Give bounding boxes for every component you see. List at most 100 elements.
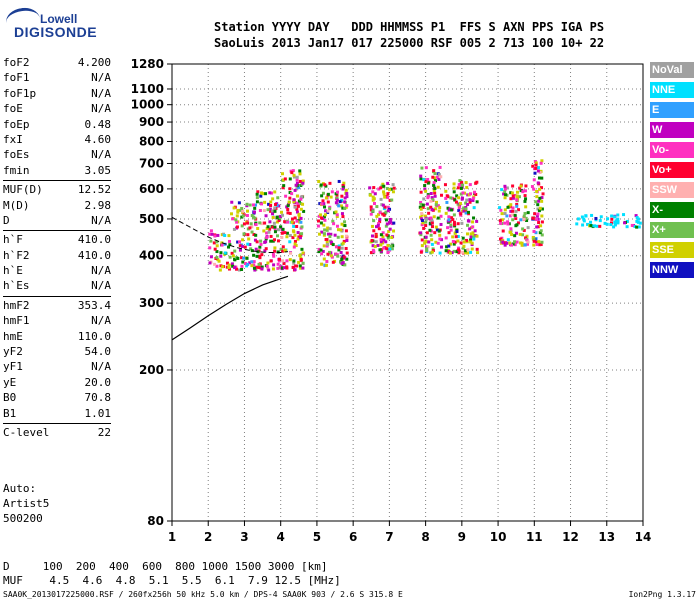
echo-pixel xyxy=(450,208,454,212)
echo-pixel xyxy=(257,266,261,270)
echo-pixel xyxy=(469,235,473,239)
echo-pixel xyxy=(457,206,461,210)
echo-pixel xyxy=(510,191,514,195)
echo-pixel xyxy=(432,183,436,187)
echo-pixel xyxy=(426,196,430,200)
echo-pixel xyxy=(246,262,250,266)
echo-pixel xyxy=(613,215,617,219)
param-row: hmF2 353.4 xyxy=(3,299,111,314)
echo-pixel xyxy=(256,190,260,194)
echo-pixel xyxy=(285,231,289,235)
echo-pixel xyxy=(434,207,438,211)
echo-pixel xyxy=(297,260,301,264)
echo-pixel xyxy=(468,198,472,202)
echo-pixel xyxy=(250,225,254,229)
echo-pixel xyxy=(514,209,518,213)
param-row: foE N/A xyxy=(3,102,111,117)
echo-pixel xyxy=(242,232,246,236)
echo-pixel xyxy=(341,187,345,191)
echo-pixel xyxy=(391,190,395,194)
echo-pixel xyxy=(319,221,323,225)
echo-pixel xyxy=(337,246,341,250)
echo-pixel xyxy=(463,251,467,255)
echo-pixel xyxy=(466,210,470,214)
echo-pixel xyxy=(459,212,463,216)
echo-pixel xyxy=(391,244,395,248)
param-value: 410.0 xyxy=(77,248,111,262)
echo-pixel xyxy=(297,199,301,203)
legend-item-vo: Vo+ xyxy=(650,162,694,178)
echo-pixel xyxy=(369,208,373,212)
echo-pixel xyxy=(523,211,527,215)
echo-pixel xyxy=(326,242,330,246)
echo-pixel xyxy=(292,173,296,177)
echo-pixel xyxy=(457,183,461,187)
echo-pixel xyxy=(250,214,254,218)
echo-pixel xyxy=(432,189,436,193)
echo-pixel xyxy=(384,210,388,214)
ionospheric-parameters-panel: foF2 4.200 foF1 N/A foF1p N/A foE N/A foEp 0.48 fx… xyxy=(3,56,111,441)
echo-pixel xyxy=(283,231,287,235)
echo-pixel xyxy=(290,171,294,175)
echo-pixel xyxy=(503,212,507,216)
echo-pixel xyxy=(343,263,347,267)
echo-pixel xyxy=(438,251,442,255)
echo-pixel xyxy=(340,257,344,261)
echo-pixel xyxy=(425,217,429,221)
param-separator xyxy=(3,422,111,424)
echo-pixel xyxy=(436,185,440,189)
echo-pixel xyxy=(259,194,263,198)
param-name: fxI xyxy=(3,132,23,146)
echo-pixel xyxy=(431,247,435,251)
echo-pixel xyxy=(532,243,536,247)
echo-pixel xyxy=(323,183,327,187)
echo-pixel xyxy=(533,212,537,216)
echo-pixel xyxy=(449,223,453,227)
echo-pixel xyxy=(341,206,345,210)
echo-pixel xyxy=(519,184,523,188)
echo-pixel xyxy=(460,221,464,225)
echo-pixel xyxy=(509,243,513,247)
echo-pixel xyxy=(466,193,470,197)
echo-pixel xyxy=(430,196,434,200)
echo-pixel xyxy=(252,210,256,214)
echo-pixel xyxy=(538,243,542,247)
echo-pixel xyxy=(284,194,288,198)
echo-pixel xyxy=(280,210,284,214)
echo-pixel xyxy=(429,191,433,195)
echo-pixel xyxy=(292,200,296,204)
echo-pixel xyxy=(335,196,339,200)
echo-pixel xyxy=(541,192,545,196)
echo-pixel xyxy=(475,180,479,184)
x-tick-label: 4 xyxy=(277,530,285,544)
echo-pixel xyxy=(245,214,249,218)
legend-item-ssw: SSW xyxy=(650,182,694,198)
echo-pixel xyxy=(274,202,278,206)
echo-pixel xyxy=(275,203,279,207)
param-value: 4.200 xyxy=(77,56,111,69)
echo-pixel xyxy=(240,256,244,260)
trace-curve xyxy=(171,216,288,253)
param-name: D xyxy=(3,213,10,227)
echo-pixel xyxy=(424,224,428,228)
echo-pixel xyxy=(419,215,423,219)
echo-pixel xyxy=(622,213,626,217)
x-tick-label: 9 xyxy=(458,530,466,544)
auto-program: Artist5 xyxy=(3,497,50,510)
echo-pixel xyxy=(265,231,269,235)
echo-pixel xyxy=(369,251,373,255)
echo-pixel xyxy=(418,205,422,209)
echo-pixel xyxy=(462,206,466,210)
echo-pixel xyxy=(452,182,456,186)
echo-pixel xyxy=(245,256,249,260)
echo-pixel xyxy=(453,240,457,244)
echo-pixel xyxy=(328,207,332,211)
echo-pixel xyxy=(457,246,461,250)
echo-pixel xyxy=(252,253,256,257)
echo-pixel xyxy=(453,223,457,227)
echo-pixel xyxy=(444,189,448,193)
echo-pixel xyxy=(452,186,456,190)
echo-pixel xyxy=(322,244,326,248)
param-value: N/A xyxy=(91,360,111,374)
echo-pixel xyxy=(326,226,330,230)
